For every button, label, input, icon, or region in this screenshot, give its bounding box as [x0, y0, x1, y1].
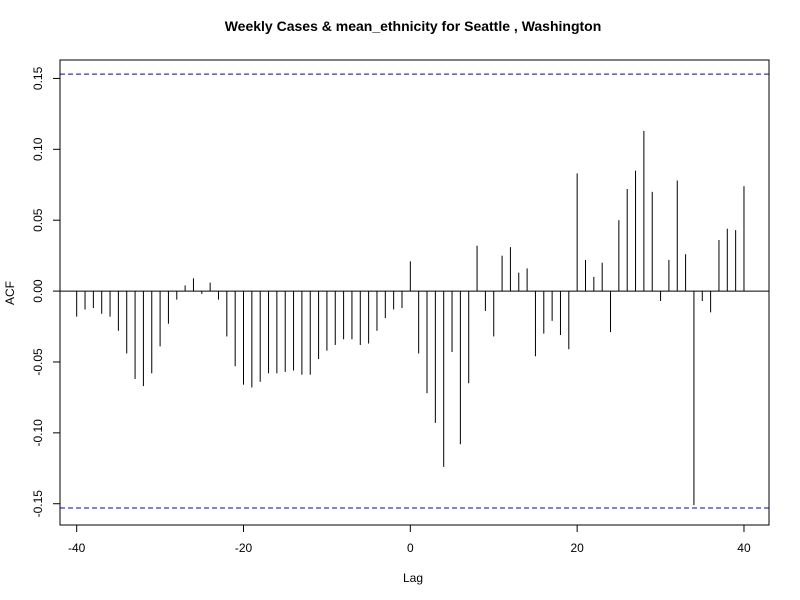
x-axis: -40 -20 0 20 40 — [68, 524, 751, 555]
y-tick-label: 0.05 — [31, 208, 45, 232]
x-tick-label: 0 — [407, 541, 414, 555]
y-tick-label: -0.05 — [31, 348, 45, 376]
x-tick-label: 40 — [737, 541, 751, 555]
x-tick-label: 20 — [570, 541, 584, 555]
chart-title: Weekly Cases & mean_ethnicity for Seattl… — [225, 18, 602, 34]
x-tick-label: -20 — [235, 541, 253, 555]
acf-bars — [76, 130, 745, 506]
y-tick-label: 0.00 — [31, 279, 45, 303]
y-tick-label: 0.10 — [31, 137, 45, 161]
x-tick-label: -40 — [68, 541, 86, 555]
plot-frame — [59, 59, 770, 526]
y-tick-label: -0.10 — [31, 419, 45, 447]
y-tick-label: -0.15 — [31, 490, 45, 518]
y-axis: -0.15 -0.10 -0.05 0.00 0.05 0.10 0.15 — [31, 66, 61, 518]
confidence-bounds — [60, 73, 769, 509]
y-tick-label: 0.15 — [31, 66, 45, 90]
y-axis-label: ACF — [3, 281, 17, 305]
x-axis-label: Lag — [403, 571, 423, 585]
